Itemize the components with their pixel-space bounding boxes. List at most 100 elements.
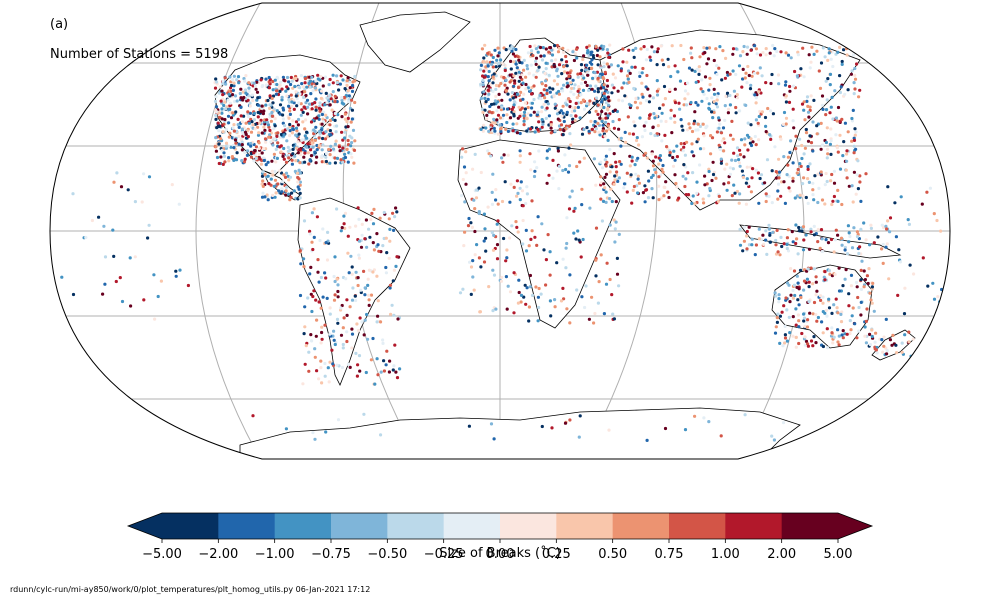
station-marker xyxy=(825,98,829,102)
station-marker xyxy=(551,158,555,162)
station-marker xyxy=(804,195,808,200)
station-marker xyxy=(569,81,573,85)
station-marker xyxy=(493,99,497,103)
station-marker xyxy=(392,268,396,272)
station-marker xyxy=(309,145,313,149)
station-marker xyxy=(825,156,829,160)
station-marker xyxy=(379,433,383,437)
station-marker xyxy=(629,173,633,177)
station-marker xyxy=(571,50,575,54)
station-marker xyxy=(290,104,294,108)
station-marker xyxy=(233,138,238,142)
station-marker xyxy=(668,87,672,92)
station-marker xyxy=(819,298,823,302)
station-marker xyxy=(219,155,223,159)
station-marker xyxy=(604,116,608,120)
station-marker xyxy=(257,141,261,145)
station-marker xyxy=(532,73,536,77)
station-marker xyxy=(745,52,749,56)
station-marker xyxy=(764,81,768,85)
station-marker xyxy=(831,64,835,69)
station-marker xyxy=(661,63,666,67)
station-marker xyxy=(560,72,564,76)
station-marker xyxy=(213,86,218,90)
station-marker xyxy=(284,189,288,193)
station-marker xyxy=(678,79,683,83)
station-marker xyxy=(333,156,337,160)
station-marker xyxy=(874,331,878,335)
station-marker xyxy=(826,58,830,63)
station-marker xyxy=(528,152,532,156)
station-marker xyxy=(534,75,538,79)
station-marker xyxy=(613,108,617,112)
station-marker xyxy=(525,129,529,133)
station-marker xyxy=(668,153,672,157)
station-marker xyxy=(734,72,738,77)
station-marker xyxy=(120,299,125,304)
station-marker xyxy=(580,203,584,207)
station-marker xyxy=(343,112,347,116)
station-marker xyxy=(560,58,564,62)
station-marker xyxy=(392,228,396,232)
station-marker xyxy=(232,74,236,78)
station-marker xyxy=(335,207,339,211)
station-marker xyxy=(530,49,534,53)
station-marker xyxy=(789,267,793,271)
station-marker xyxy=(228,101,232,105)
station-marker xyxy=(320,337,324,341)
station-marker xyxy=(859,268,863,272)
station-marker xyxy=(501,160,505,164)
station-marker xyxy=(716,92,720,96)
station-marker xyxy=(351,128,356,132)
station-marker xyxy=(282,133,286,137)
station-marker xyxy=(751,167,755,171)
station-marker xyxy=(863,325,867,329)
station-marker xyxy=(271,193,275,197)
station-marker xyxy=(540,222,544,226)
station-marker xyxy=(524,228,528,232)
station-marker xyxy=(333,342,337,347)
station-marker xyxy=(485,117,489,121)
station-marker xyxy=(770,169,774,173)
station-marker xyxy=(324,91,328,95)
station-marker xyxy=(268,128,272,132)
station-marker xyxy=(548,273,552,277)
station-marker xyxy=(719,161,724,165)
station-marker xyxy=(303,87,307,91)
station-marker xyxy=(310,138,314,142)
station-marker xyxy=(613,178,617,182)
station-marker xyxy=(802,288,806,292)
station-marker xyxy=(607,428,611,432)
station-marker xyxy=(845,159,849,163)
station-marker xyxy=(517,70,521,74)
station-marker xyxy=(260,104,264,108)
station-marker xyxy=(521,242,525,246)
station-marker xyxy=(848,331,852,336)
station-marker xyxy=(367,268,371,272)
station-marker xyxy=(479,265,483,269)
station-marker xyxy=(539,292,543,296)
station-marker xyxy=(318,78,322,82)
station-marker xyxy=(681,174,685,178)
colorbar-extend-low xyxy=(128,513,162,539)
station-marker xyxy=(651,164,656,168)
station-marker xyxy=(533,169,537,173)
station-marker xyxy=(596,301,601,305)
station-marker xyxy=(753,44,757,48)
station-marker xyxy=(703,183,707,187)
station-marker xyxy=(814,280,818,284)
station-marker xyxy=(223,160,227,164)
station-marker xyxy=(859,278,863,282)
station-marker xyxy=(604,120,608,124)
station-marker xyxy=(803,146,808,150)
station-marker xyxy=(612,317,617,321)
station-marker xyxy=(859,313,863,317)
station-marker xyxy=(241,98,245,102)
station-marker xyxy=(348,305,352,309)
station-marker xyxy=(725,162,729,166)
station-marker xyxy=(601,129,605,133)
station-marker xyxy=(384,236,388,240)
station-marker xyxy=(789,293,793,297)
station-marker xyxy=(320,122,324,126)
station-marker xyxy=(609,187,613,191)
